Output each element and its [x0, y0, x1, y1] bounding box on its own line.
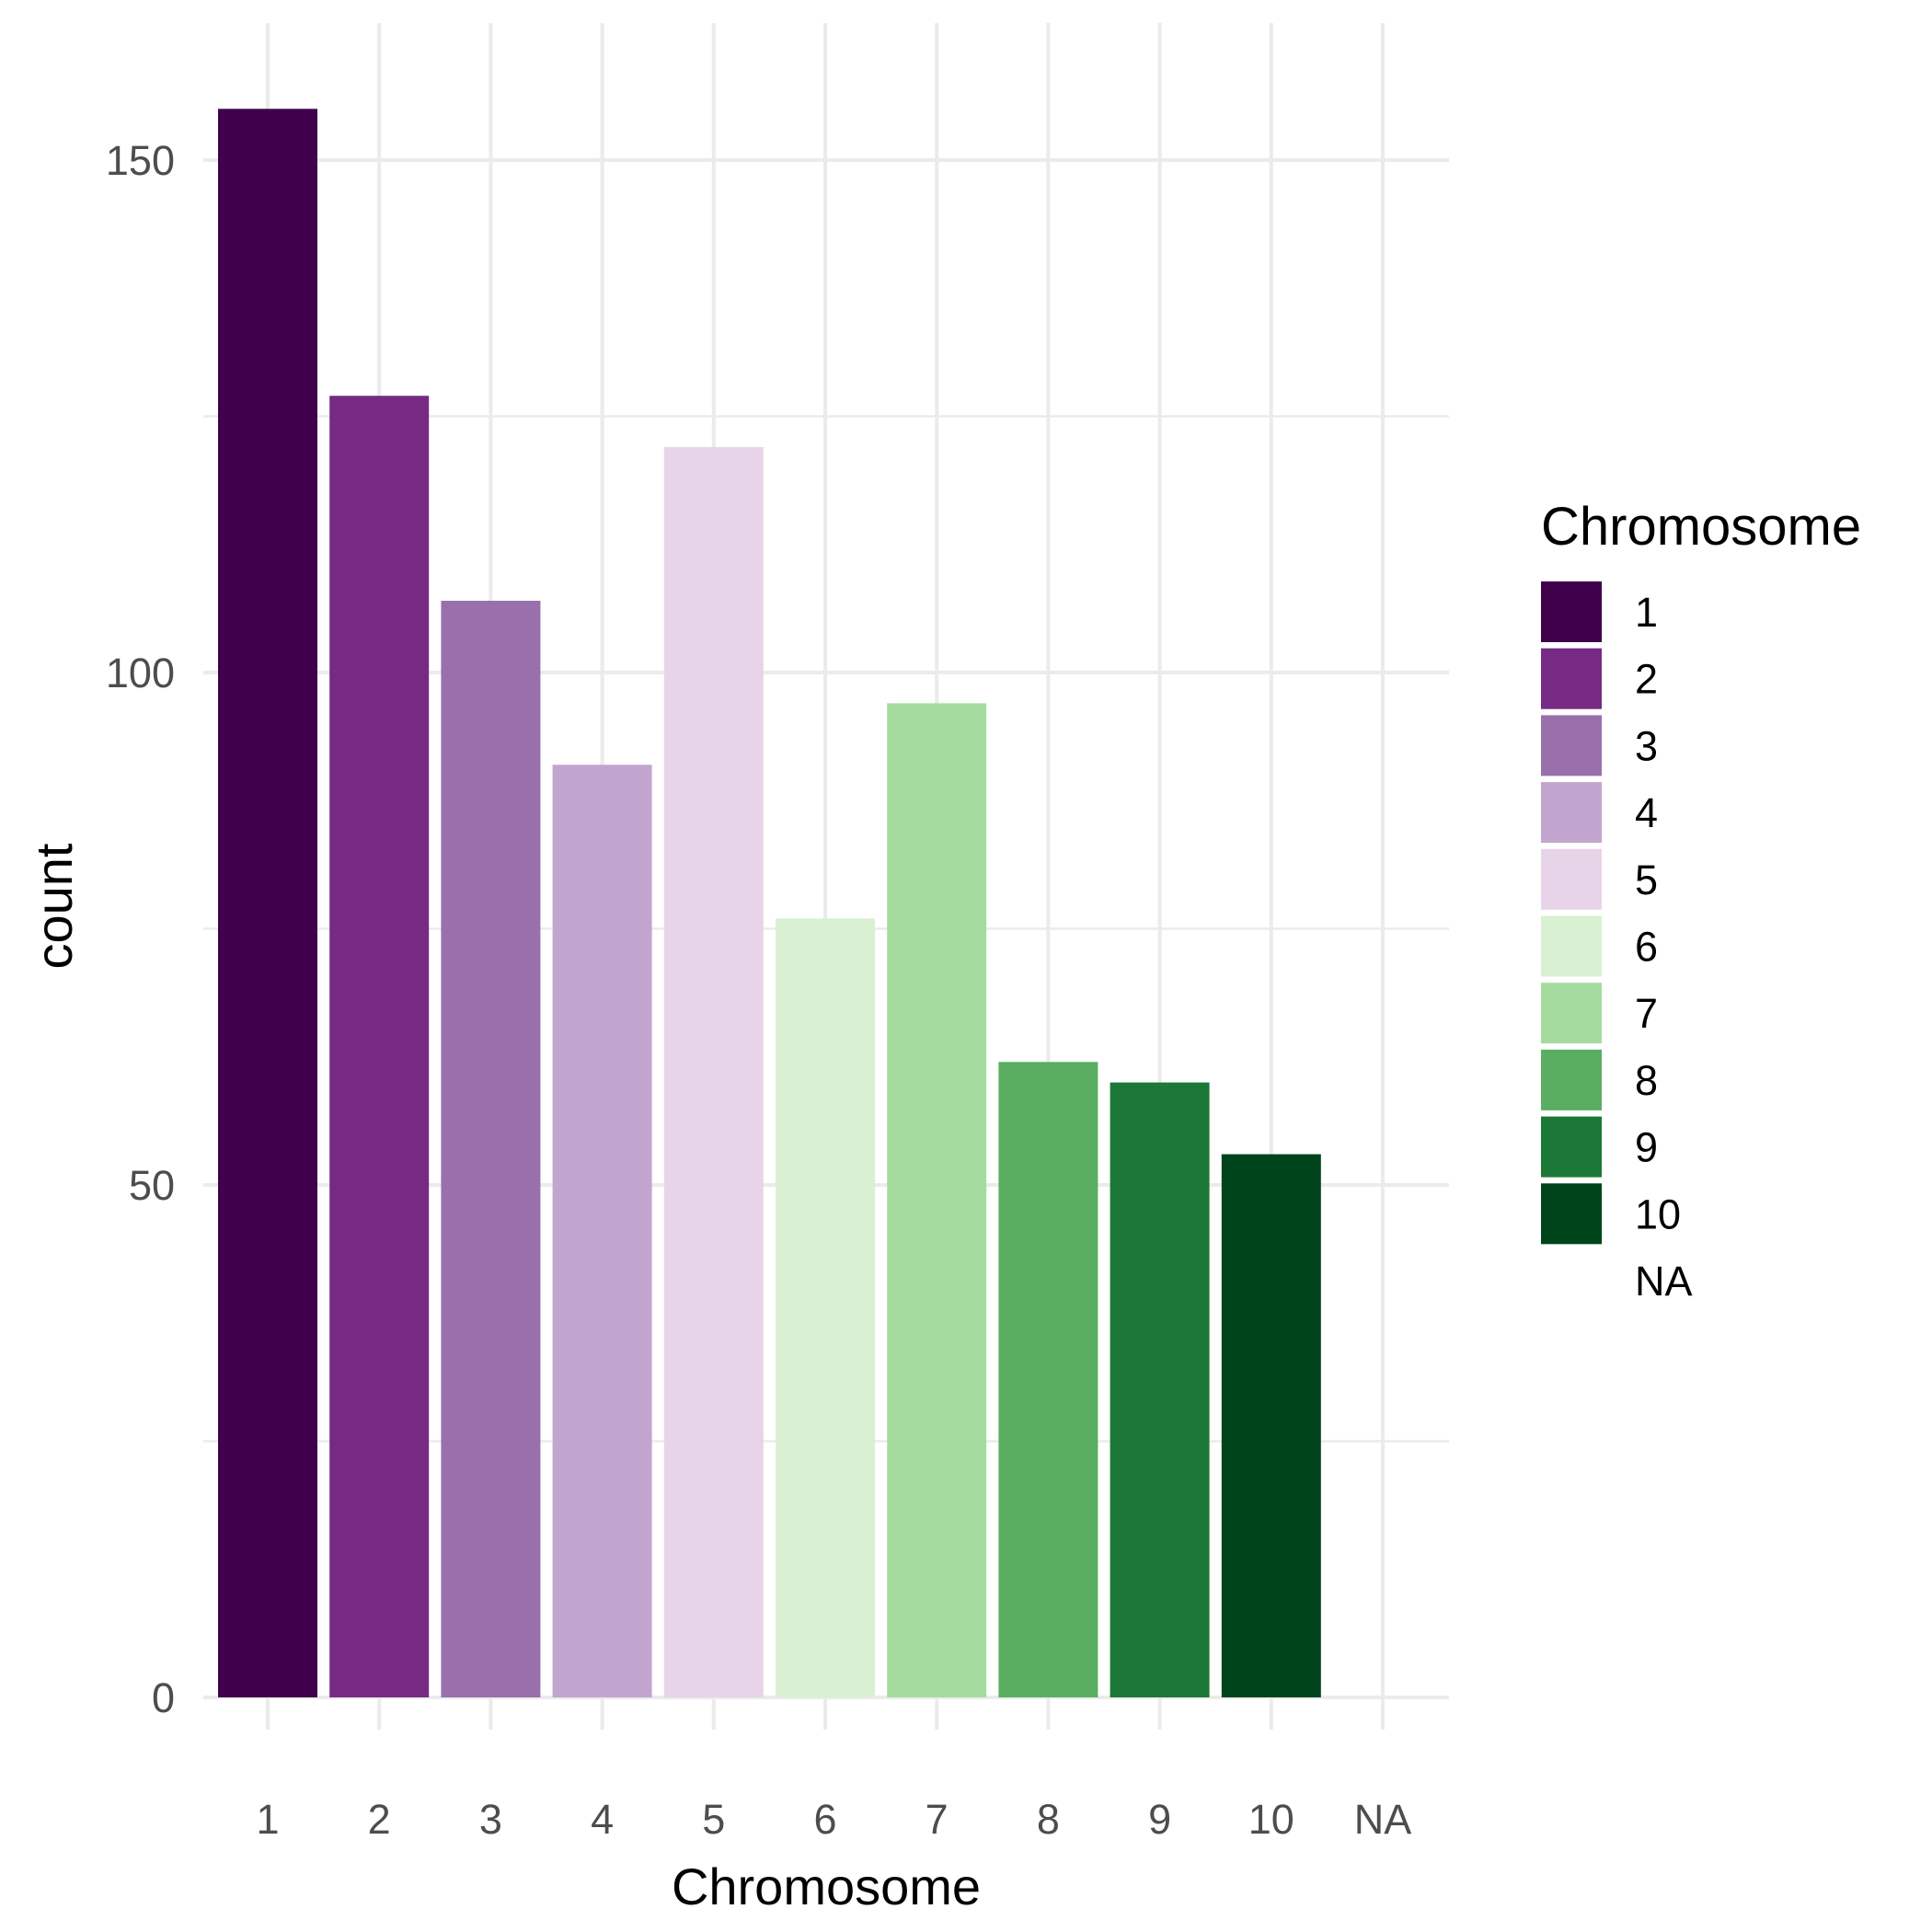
x-tick-label: 2: [368, 1796, 391, 1843]
legend-key-9: [1541, 1116, 1602, 1178]
bar-4: [552, 765, 652, 1697]
legend-key-5: [1541, 848, 1602, 910]
legend-label: 7: [1635, 990, 1658, 1037]
legend: Chromosome 1 2 3 4 5 6 7 8 9 10 NA: [1541, 497, 1861, 1311]
legend-label: 9: [1635, 1124, 1658, 1171]
bar-3: [441, 601, 541, 1697]
legend-label: 8: [1635, 1057, 1658, 1104]
bar-7: [887, 703, 987, 1698]
legend-key-4: [1541, 782, 1602, 844]
legend-label: 2: [1635, 656, 1658, 703]
legend-label: 3: [1635, 722, 1658, 769]
x-tick-label: 6: [813, 1796, 836, 1843]
x-tick-label: 1: [256, 1796, 279, 1843]
bar-9: [1110, 1082, 1210, 1697]
legend-label: 10: [1635, 1190, 1681, 1237]
legend-key-2: [1541, 648, 1602, 709]
legend-key-7: [1541, 983, 1602, 1044]
legend-label: 1: [1635, 589, 1658, 636]
legend-label: 4: [1635, 789, 1658, 836]
legend-key-3: [1541, 715, 1602, 776]
bars: [218, 109, 1321, 1698]
y-tick-label: 0: [152, 1674, 175, 1721]
legend-key-NA: [1541, 1250, 1602, 1311]
x-tick-labels: 1 2 3 4 5 6 7 8 9 10 NA: [256, 1796, 1411, 1843]
legend-key-10: [1541, 1183, 1602, 1245]
x-tick-label: 10: [1248, 1796, 1294, 1843]
x-tick-label: 8: [1037, 1796, 1060, 1843]
bar-10: [1221, 1154, 1321, 1697]
legend-key-1: [1541, 581, 1602, 642]
x-tick-label: 9: [1148, 1796, 1171, 1843]
x-axis-title: Chromosome: [672, 1857, 981, 1915]
x-tick-label: 3: [479, 1796, 502, 1843]
y-tick-label: 50: [129, 1162, 175, 1209]
bar-8: [998, 1062, 1098, 1697]
y-axis-title: count: [25, 843, 83, 969]
legend-label: 6: [1635, 924, 1658, 971]
bar-2: [329, 396, 430, 1698]
x-tick-label: NA: [1354, 1796, 1412, 1843]
y-tick-label: 100: [106, 650, 175, 696]
legend-key-8: [1541, 1049, 1602, 1110]
y-tick-labels: 0 50 100 150: [106, 137, 175, 1721]
y-tick-label: 150: [106, 137, 175, 184]
legend-title: Chromosome: [1541, 497, 1861, 557]
bar-6: [776, 918, 875, 1697]
x-tick-label: 5: [702, 1796, 725, 1843]
legend-key-6: [1541, 915, 1602, 977]
legend-label: NA: [1635, 1258, 1693, 1305]
x-tick-label: 4: [591, 1796, 614, 1843]
legend-label: 5: [1635, 857, 1658, 903]
x-tick-label: 7: [926, 1796, 949, 1843]
bar-1: [218, 109, 317, 1697]
bar-5: [663, 446, 764, 1697]
